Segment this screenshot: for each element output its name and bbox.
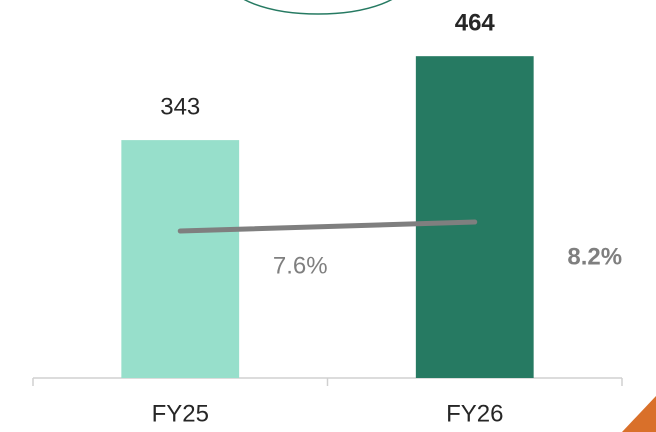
line-value-label: 8.2% [567, 243, 622, 270]
x-tick-label: FY25 [152, 400, 209, 427]
bar-value-label: 464 [455, 10, 496, 37]
x-tick-label: FY26 [446, 400, 503, 427]
line-value-label: 7.6% [273, 252, 328, 279]
callout-oval [243, 0, 393, 15]
line [177, 219, 478, 234]
bar [121, 140, 240, 378]
bar-value-label: 343 [160, 93, 200, 120]
corner-decoration [622, 396, 656, 432]
bar [415, 56, 534, 379]
